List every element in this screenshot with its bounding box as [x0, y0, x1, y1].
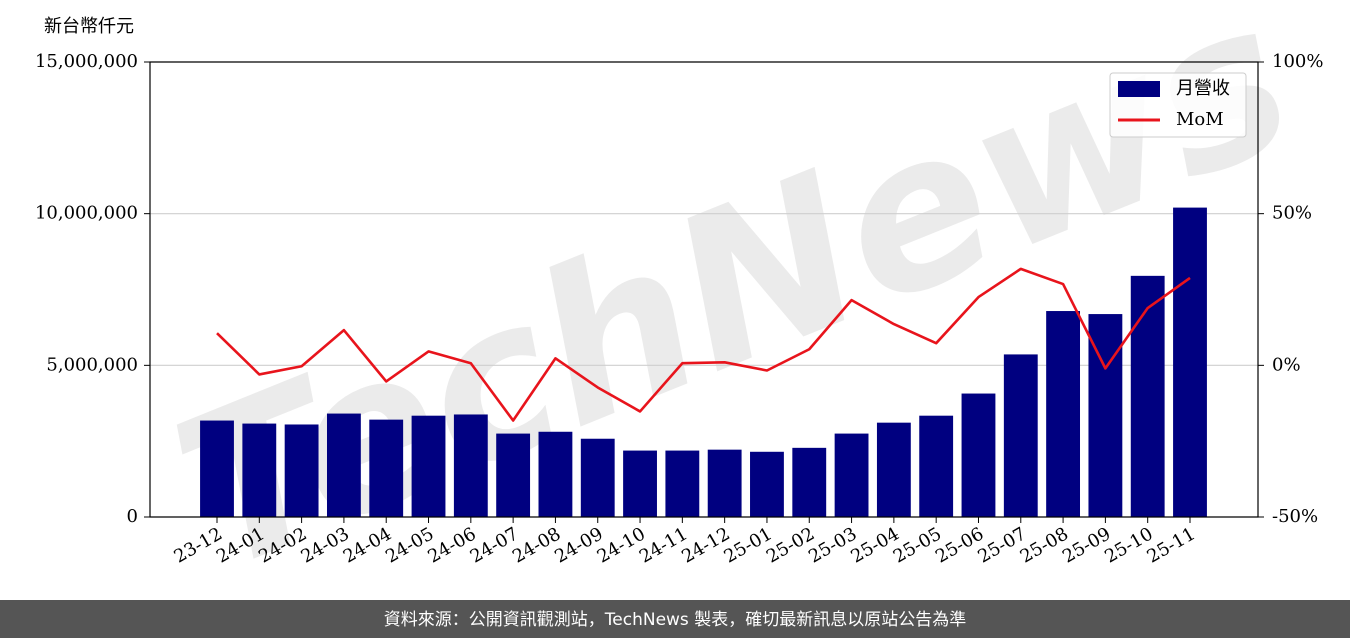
bar: [200, 420, 234, 517]
bar: [242, 423, 277, 517]
bar: [665, 450, 700, 517]
bar: [1173, 207, 1207, 517]
bar: [750, 451, 784, 517]
bar: [1130, 275, 1165, 517]
legend-label: 月營收: [1176, 78, 1230, 99]
legend-swatch: [1118, 81, 1160, 97]
bar: [580, 438, 615, 517]
bar: [326, 413, 361, 517]
bar: [834, 433, 869, 517]
y-tick-label: 0: [127, 506, 138, 527]
axes-frame: [149, 61, 1259, 518]
footer-bar: [0, 600, 1350, 638]
bar: [1046, 311, 1081, 517]
y2-tick-label: 50%: [1272, 203, 1312, 224]
bar: [623, 450, 657, 517]
bar: [369, 419, 404, 517]
footer: 資料來源：公開資訊觀測站，TechNews 製表，確切最新訊息以原站公告為準: [384, 610, 966, 630]
bar: [707, 449, 742, 517]
bar: [792, 447, 827, 517]
bar: [961, 393, 996, 517]
bar: [876, 422, 911, 517]
y2-tick-label: 100%: [1272, 51, 1323, 72]
legend: 月營收 MoM: [1109, 72, 1247, 138]
y-tick-label: 10,000,000: [35, 203, 138, 224]
y2-tick-label: 0%: [1272, 354, 1301, 375]
plot-area: 0 5,000,000 10,000,000 15,000,000 -50% 0% 50% 1…: [35, 51, 1324, 568]
bar: [411, 415, 446, 517]
legend-label: MoM: [1176, 109, 1224, 130]
y-tick-label: 15,000,000: [35, 51, 138, 72]
x-tick-label: 25-11: [1144, 523, 1199, 567]
bar: [1003, 354, 1038, 517]
bar: [538, 431, 573, 517]
y2-tick-label: -50%: [1272, 506, 1318, 527]
y-tick-label: 5,000,000: [46, 354, 138, 375]
bar: [496, 433, 531, 517]
bar: [919, 415, 954, 517]
y-axis-label: 新台幣仟元: [44, 16, 134, 37]
bar: [453, 414, 488, 517]
bar: [284, 424, 319, 517]
line: [216, 267, 1191, 422]
